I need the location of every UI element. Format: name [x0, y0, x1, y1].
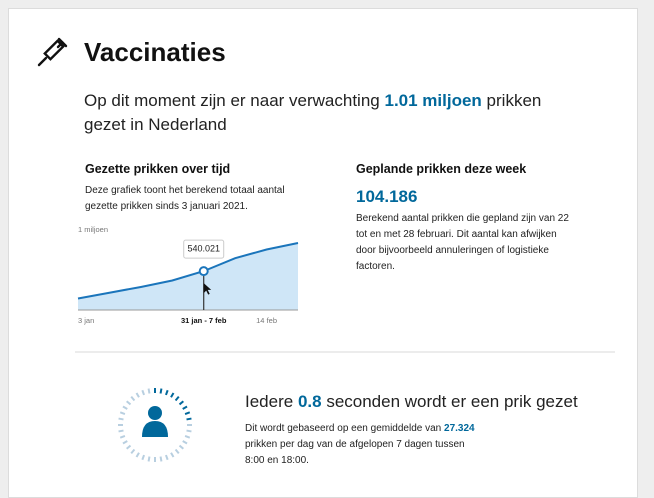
highlight: 27.324: [444, 423, 475, 434]
syringe-icon: [37, 37, 68, 67]
ring-tick: [122, 440, 128, 445]
ring-tick: [182, 440, 188, 445]
ring-tick: [184, 411, 191, 415]
ring-tick: [135, 452, 140, 458]
ring-tick: [130, 396, 136, 402]
ring-tick: [178, 400, 184, 406]
ring-tick: [141, 389, 145, 396]
tooltip: [183, 239, 225, 259]
ring-tick: [130, 448, 136, 454]
ring-tick: [135, 392, 140, 398]
y-tick-label: 1 miljoen: [78, 225, 108, 234]
tooltip-label: 540.021: [187, 243, 220, 253]
ring-tick: [170, 452, 175, 458]
planned-value: 104.186: [356, 187, 418, 206]
ring-tick: [186, 429, 192, 433]
ring-tick: [159, 388, 163, 394]
ring-tick: [119, 411, 126, 415]
ring-tick: [118, 429, 124, 433]
highlight: 0.8: [297, 392, 322, 411]
ring-tick: [159, 456, 163, 462]
ring-tick: [119, 435, 126, 439]
planned-title: Geplande prikken deze week: [356, 162, 527, 176]
rate-description: Dit wordt gebaseerd op een gemiddelde va…: [245, 421, 475, 469]
x-tick-label: 3 jan: [78, 316, 94, 325]
x-tick-label: 14 feb: [256, 316, 277, 325]
ring-tick: [165, 389, 169, 396]
text: Op dit moment zijn er naar verwachting: [84, 91, 380, 110]
text: Dit wordt gebaseerd op een gemiddelde va…: [245, 423, 442, 434]
card: Vaccinaties Op dit moment zijn er naar v…: [8, 8, 638, 498]
ring-tick: [126, 444, 132, 450]
ring-tick: [165, 454, 169, 461]
text: Iedere: [245, 392, 294, 411]
ring-tick: [184, 435, 191, 439]
ring-tick: [178, 444, 184, 450]
title: Vaccinaties: [84, 37, 226, 67]
ring-tick: [141, 454, 145, 461]
point: [198, 266, 209, 277]
ring-tick: [170, 392, 175, 398]
rate-title: Iedere 0.8 seconden wordt er een prik ge…: [245, 392, 578, 412]
chart-subtitle: Deze grafiek toont het berekend totaal a…: [85, 185, 285, 212]
ring-tick: [174, 396, 180, 402]
planned-description: Berekend aantal prikken die gepland zijn…: [356, 213, 569, 272]
highlight: 1.01 miljoen: [384, 91, 482, 110]
cursor: [203, 283, 212, 295]
text: prikken per dag van de afgelopen 7 dagen…: [245, 439, 465, 466]
text: prikken gezet in Nederland: [84, 91, 542, 134]
ring-tick: [147, 456, 151, 462]
ring-tick: [174, 448, 180, 454]
chart-title: Gezette prikken over tijd: [85, 162, 231, 176]
person-icon: [142, 406, 168, 437]
summary: Op dit moment zijn er naar verwachting 1…: [84, 89, 574, 137]
ring-tick: [126, 400, 132, 406]
ring-tick: [182, 405, 188, 410]
text: seconden wordt er een prik gezet: [326, 392, 578, 411]
ring-tick: [118, 417, 124, 421]
ring-tick: [186, 417, 192, 421]
x-tick-label: 31 jan - 7 feb: [181, 316, 227, 325]
ring-tick: [147, 388, 151, 394]
line: [77, 242, 299, 300]
ring-tick: [122, 405, 128, 410]
